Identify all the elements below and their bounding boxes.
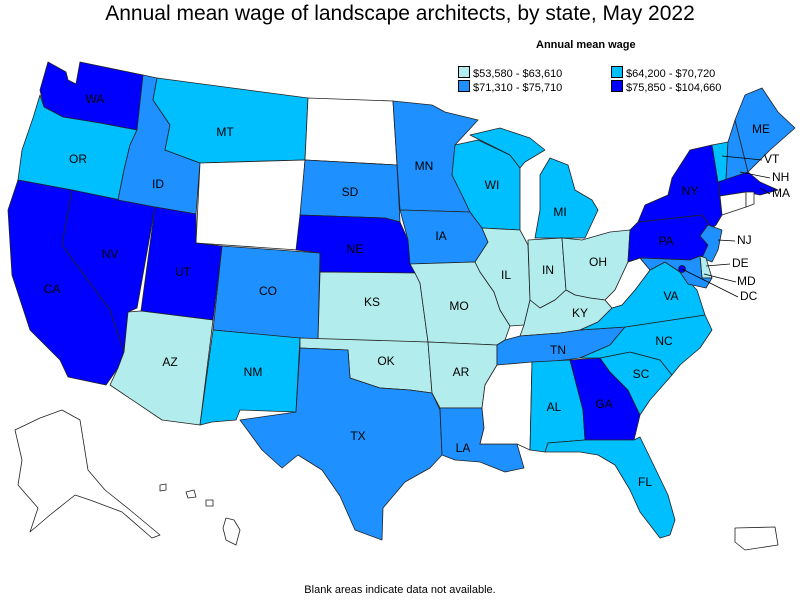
state-ct	[719, 191, 747, 216]
legend-swatch-1	[458, 66, 470, 78]
state-label-ca: CA	[44, 282, 61, 296]
legend-item-1: $53,580 - $63,610	[458, 66, 562, 80]
state-label-mn: MN	[415, 159, 434, 173]
state-label-de: DE	[732, 256, 749, 270]
state-nd	[304, 97, 398, 166]
legend-swatch-2	[611, 66, 623, 78]
state-labels: WA OR CA NV ID MT UT AZ CO NM SD NE KS OK TX MN IA MO AR LA…	[44, 92, 790, 489]
state-label-md: MD	[737, 274, 756, 288]
state-label-in: IN	[542, 263, 554, 277]
state-label-pa: PA	[658, 234, 673, 248]
state-label-dc: DC	[740, 289, 758, 303]
state-label-sd: SD	[342, 185, 359, 199]
state-label-oh: OH	[589, 255, 607, 269]
state-ny	[637, 144, 723, 229]
state-wy	[195, 159, 306, 251]
state-label-wa: WA	[86, 92, 105, 106]
state-label-al: AL	[547, 400, 562, 414]
legend-label-2: $64,200 - $70,720	[626, 68, 716, 80]
legend-item-4: $75,850 - $104,660	[611, 80, 721, 94]
footnote: Blank areas indicate data not available.	[304, 584, 496, 596]
state-tx	[239, 347, 443, 541]
state-label-ok: OK	[377, 354, 394, 368]
state-pr	[734, 526, 779, 551]
state-label-mo: MO	[449, 299, 468, 313]
state-mt	[152, 77, 309, 164]
state-label-id: ID	[152, 177, 164, 191]
state-label-fl: FL	[638, 475, 652, 489]
state-label-or: OR	[69, 152, 87, 166]
state-label-va: VA	[663, 289, 678, 303]
state-ri	[745, 191, 755, 208]
state-label-ar: AR	[453, 365, 470, 379]
state-label-mt: MT	[216, 125, 234, 139]
state-il	[474, 227, 531, 327]
state-label-ny: NY	[682, 184, 699, 198]
state-hi	[159, 483, 241, 546]
state-ak	[14, 409, 161, 539]
legend-label-1: $53,580 - $63,610	[473, 68, 563, 80]
state-label-co: CO	[259, 284, 277, 298]
legend-item-3: $71,310 - $75,710	[458, 80, 562, 94]
state-label-nv: NV	[102, 247, 119, 261]
state-label-la: LA	[456, 441, 471, 455]
legend-label-4: $75,850 - $104,660	[626, 82, 722, 94]
map-title: Annual mean wage of landscape architects…	[105, 2, 695, 25]
state-label-ia: IA	[435, 229, 446, 243]
legend-swatch-4	[611, 80, 623, 92]
state-label-nh: NH	[772, 170, 789, 184]
state-label-me: ME	[752, 122, 770, 136]
state-label-il: IL	[501, 268, 511, 282]
legend-label-3: $71,310 - $75,710	[473, 82, 563, 94]
legend-swatch-3	[458, 80, 470, 92]
state-label-ks: KS	[364, 295, 380, 309]
state-label-ma: MA	[772, 186, 790, 200]
state-label-az: AZ	[162, 355, 177, 369]
state-az	[109, 310, 214, 426]
state-label-nm: NM	[244, 365, 263, 379]
state-label-nc: NC	[655, 334, 673, 348]
state-label-ky: KY	[572, 306, 588, 320]
state-label-nj: NJ	[737, 233, 752, 247]
state-fl	[544, 436, 676, 539]
state-label-vt: VT	[764, 152, 780, 166]
legend-title: Annual mean wage	[536, 39, 636, 51]
state-label-ut: UT	[175, 265, 192, 279]
state-label-sc: SC	[633, 367, 650, 381]
state-label-wi: WI	[485, 178, 500, 192]
state-label-mi: MI	[553, 205, 566, 219]
state-label-tn: TN	[550, 343, 566, 357]
leader-lines	[681, 155, 771, 298]
state-md	[639, 255, 713, 289]
legend-item-2: $64,200 - $70,720	[611, 66, 715, 80]
state-label-ne: NE	[347, 242, 364, 256]
state-label-tx: TX	[350, 429, 365, 443]
state-nm	[199, 329, 301, 426]
state-label-ga: GA	[595, 397, 612, 411]
state-me	[734, 87, 796, 173]
state-mi	[469, 127, 599, 239]
